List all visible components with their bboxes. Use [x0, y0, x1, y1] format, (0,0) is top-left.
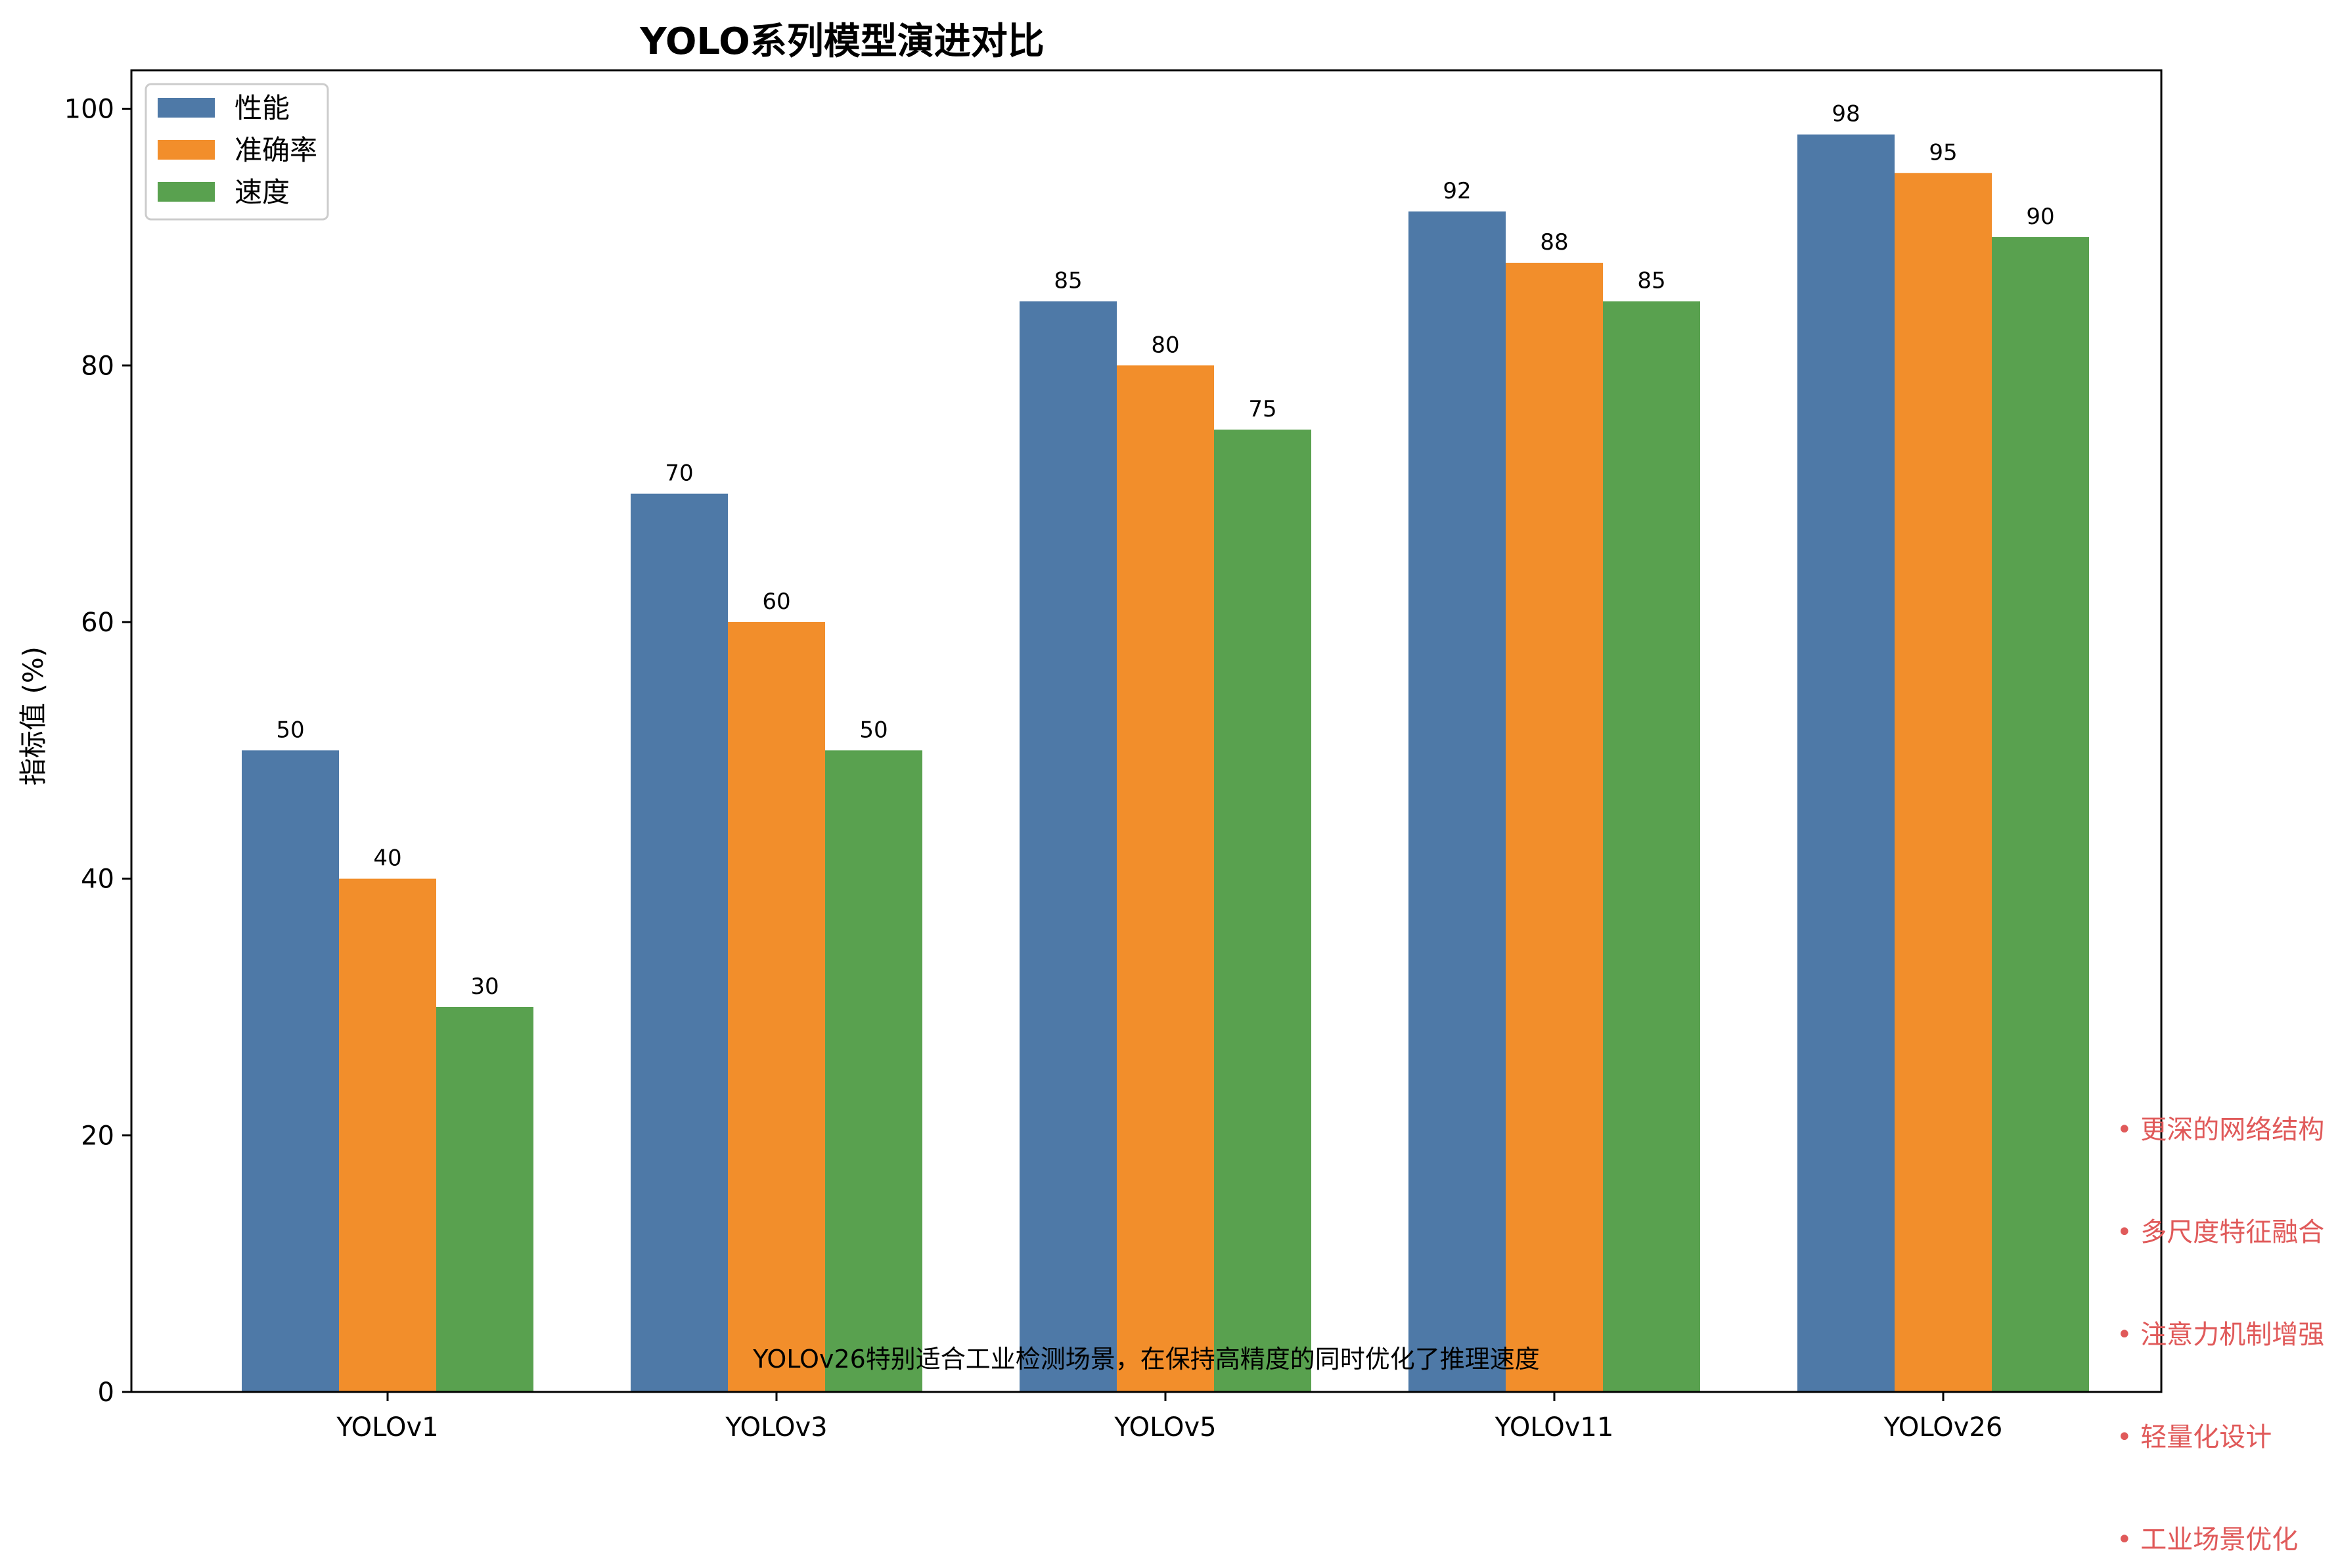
- bar-value-label: 40: [373, 845, 401, 872]
- y-axis-label: 指标值 (%): [17, 646, 49, 786]
- side-note: • 工业场景优化: [2117, 1525, 2298, 1555]
- bar-YOLOv26-速度: [1992, 236, 2089, 1392]
- bar-YOLOv11-速度: [1603, 301, 1700, 1392]
- y-tick-label: 20: [81, 1121, 114, 1151]
- y-tick-label: 80: [81, 351, 114, 381]
- bar-YOLOv5-速度: [1214, 429, 1311, 1393]
- bar-YOLOv26-准确率: [1895, 173, 1992, 1392]
- bar-YOLOv1-准确率: [339, 878, 436, 1392]
- y-tick-label: 0: [98, 1378, 114, 1408]
- bar-YOLOv5-性能: [1020, 301, 1117, 1392]
- bar-value-label: 85: [1054, 268, 1082, 294]
- legend-swatch: [158, 98, 215, 118]
- bar-value-label: 88: [1540, 229, 1568, 256]
- x-tick-label: YOLOv11: [1495, 1412, 1614, 1443]
- bar-YOLOv3-准确率: [728, 621, 825, 1392]
- side-note: • 更深的网络结构: [2117, 1115, 2324, 1145]
- legend-entry: 速度: [235, 176, 290, 208]
- bar-value-label: 92: [1443, 178, 1471, 204]
- bar-value-label: 70: [665, 460, 693, 487]
- x-tick-label: YOLOv26: [1883, 1412, 2003, 1443]
- y-tick-label: 100: [64, 95, 114, 125]
- legend-swatch: [158, 182, 215, 202]
- bar-YOLOv11-准确率: [1506, 263, 1603, 1392]
- bar-value-label: 80: [1151, 332, 1179, 358]
- y-axis-ticks: 0 20 40 60 80 100: [64, 95, 131, 1408]
- bar-value-label: 90: [2026, 204, 2054, 230]
- x-tick-label: YOLOv3: [725, 1412, 827, 1443]
- bar-YOLOv11-性能: [1408, 211, 1506, 1392]
- bar-value-label: 50: [859, 717, 888, 743]
- bar-YOLOv5-准确率: [1117, 365, 1214, 1393]
- bar-YOLOv3-性能: [631, 493, 728, 1392]
- chart-title: YOLO系列模型演进对比: [639, 20, 1044, 63]
- y-tick-label: 40: [81, 864, 114, 895]
- legend-entry: 性能: [235, 92, 290, 124]
- bar-YOLOv3-速度: [825, 750, 922, 1392]
- plot-frame: [130, 69, 2163, 1393]
- bars: [242, 134, 2089, 1393]
- side-note: • 多尺度特征融合: [2117, 1217, 2324, 1247]
- bar-value-label: 95: [1929, 139, 1957, 166]
- side-note: • 轻量化设计: [2117, 1422, 2272, 1452]
- x-tick-label: YOLOv5: [1114, 1412, 1216, 1443]
- side-notes: • 更深的网络结构 • 多尺度特征融合 • 注意力机制增强 • 轻量化设计 • 工业场景…: [2117, 1115, 2324, 1555]
- bar-YOLOv26-性能: [1797, 134, 1895, 1392]
- side-note: • 注意力机制增强: [2117, 1320, 2324, 1350]
- x-axis-ticks: YOLOv1 YOLOv3 YOLOv5 YOLOv11 YOLOv26: [336, 1392, 2002, 1443]
- bar-value-label: 98: [1832, 101, 1860, 127]
- bar-value-label: 75: [1248, 396, 1276, 422]
- bar-value-label: 30: [470, 974, 499, 1000]
- bar-value-label: 50: [276, 717, 304, 743]
- bar-value-label: 60: [762, 589, 790, 615]
- bar-YOLOv1-性能: [242, 750, 339, 1392]
- chart-annotation: YOLOv26特别适合工业检测场景，在保持高精度的同时优化了推理速度: [752, 1345, 1540, 1374]
- legend-swatch: [158, 140, 215, 160]
- bar-value-labels: 50 40 30 70 60 50 85 80 75 92 88 85 98 95 90: [276, 101, 2054, 1000]
- y-tick-label: 60: [81, 608, 114, 638]
- legend-entry: 准确率: [235, 134, 317, 166]
- bar-value-label: 85: [1637, 268, 1665, 294]
- x-tick-label: YOLOv1: [336, 1412, 438, 1443]
- bar-YOLOv1-速度: [436, 1006, 533, 1392]
